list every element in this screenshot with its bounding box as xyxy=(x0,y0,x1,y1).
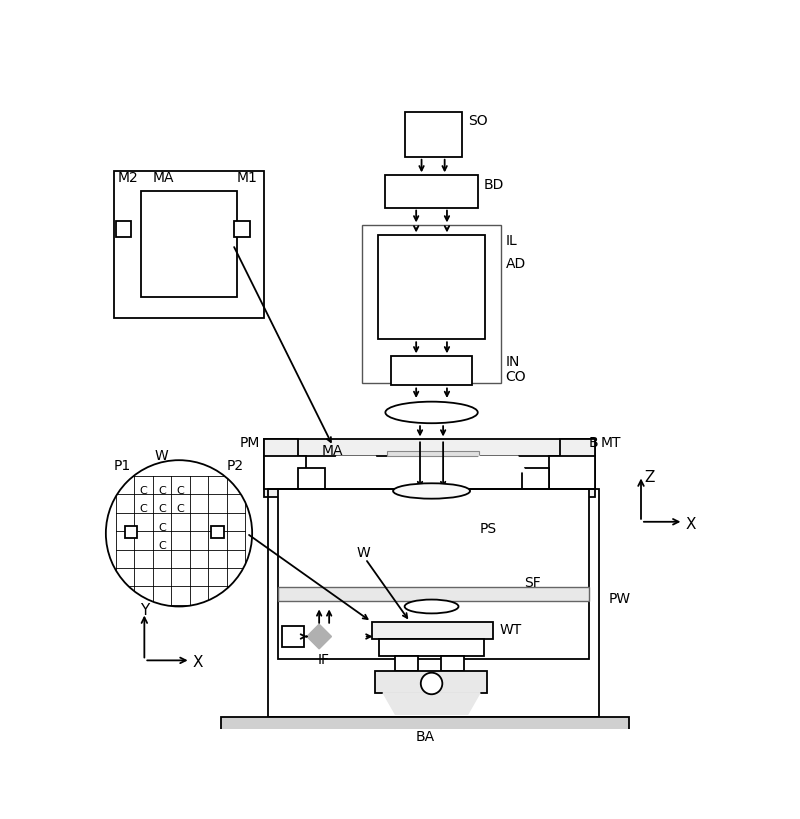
Text: W: W xyxy=(356,545,370,559)
Text: M2: M2 xyxy=(118,170,138,184)
Bar xyxy=(394,656,418,671)
Bar xyxy=(278,490,589,658)
Circle shape xyxy=(106,460,252,607)
Bar xyxy=(298,468,326,490)
Bar xyxy=(379,639,484,656)
Text: MT: MT xyxy=(601,437,622,450)
Text: MA: MA xyxy=(322,444,343,458)
Bar xyxy=(522,468,549,490)
Text: C: C xyxy=(177,486,185,496)
Ellipse shape xyxy=(393,483,470,499)
Text: IN: IN xyxy=(506,355,520,369)
Bar xyxy=(375,671,487,693)
Polygon shape xyxy=(329,456,383,472)
Bar xyxy=(278,587,589,601)
Text: B: B xyxy=(589,437,598,450)
Text: BA: BA xyxy=(416,730,435,744)
Bar xyxy=(387,451,479,456)
Bar xyxy=(114,171,264,318)
Bar xyxy=(141,191,237,297)
Bar xyxy=(549,456,595,490)
Bar xyxy=(441,656,464,671)
Polygon shape xyxy=(472,456,526,472)
Bar xyxy=(264,456,306,490)
Bar xyxy=(125,526,138,538)
Text: PS: PS xyxy=(479,523,497,536)
Text: AD: AD xyxy=(506,257,526,271)
Polygon shape xyxy=(307,624,331,649)
Text: PW: PW xyxy=(609,592,630,606)
Bar xyxy=(211,526,224,538)
Bar xyxy=(386,175,478,208)
Text: WT: WT xyxy=(499,622,522,636)
Bar xyxy=(405,112,462,156)
Text: P2: P2 xyxy=(226,459,244,473)
Text: C: C xyxy=(158,541,166,551)
Text: C: C xyxy=(177,505,185,514)
Text: C: C xyxy=(158,505,166,514)
Bar xyxy=(267,490,598,717)
Text: SF: SF xyxy=(524,577,541,590)
Text: P1: P1 xyxy=(114,459,131,473)
Text: CO: CO xyxy=(506,370,526,384)
Bar xyxy=(282,626,304,647)
Text: X: X xyxy=(686,517,696,532)
Bar xyxy=(264,439,298,497)
Text: C: C xyxy=(158,486,166,496)
Text: IL: IL xyxy=(506,233,518,247)
Circle shape xyxy=(421,672,442,695)
Ellipse shape xyxy=(405,600,458,613)
Text: Y: Y xyxy=(141,603,150,618)
Text: W: W xyxy=(154,450,168,464)
Text: SO: SO xyxy=(468,115,487,129)
Bar xyxy=(560,439,595,497)
Ellipse shape xyxy=(386,401,478,423)
Text: C: C xyxy=(140,486,147,496)
Text: IF: IF xyxy=(318,654,330,667)
Bar xyxy=(371,622,493,639)
Bar xyxy=(222,717,630,731)
Text: X: X xyxy=(193,655,203,670)
Bar xyxy=(234,221,250,237)
Text: C: C xyxy=(140,505,147,514)
Text: PM: PM xyxy=(239,437,260,450)
Text: BD: BD xyxy=(484,178,504,192)
Polygon shape xyxy=(383,693,480,714)
Text: M1: M1 xyxy=(237,170,258,184)
Bar xyxy=(116,221,131,237)
Bar xyxy=(378,235,486,339)
Text: Z: Z xyxy=(645,470,655,486)
Bar xyxy=(264,439,595,456)
Bar xyxy=(390,356,472,386)
Bar xyxy=(362,225,501,383)
Text: MA: MA xyxy=(153,170,174,184)
Text: C: C xyxy=(158,523,166,533)
